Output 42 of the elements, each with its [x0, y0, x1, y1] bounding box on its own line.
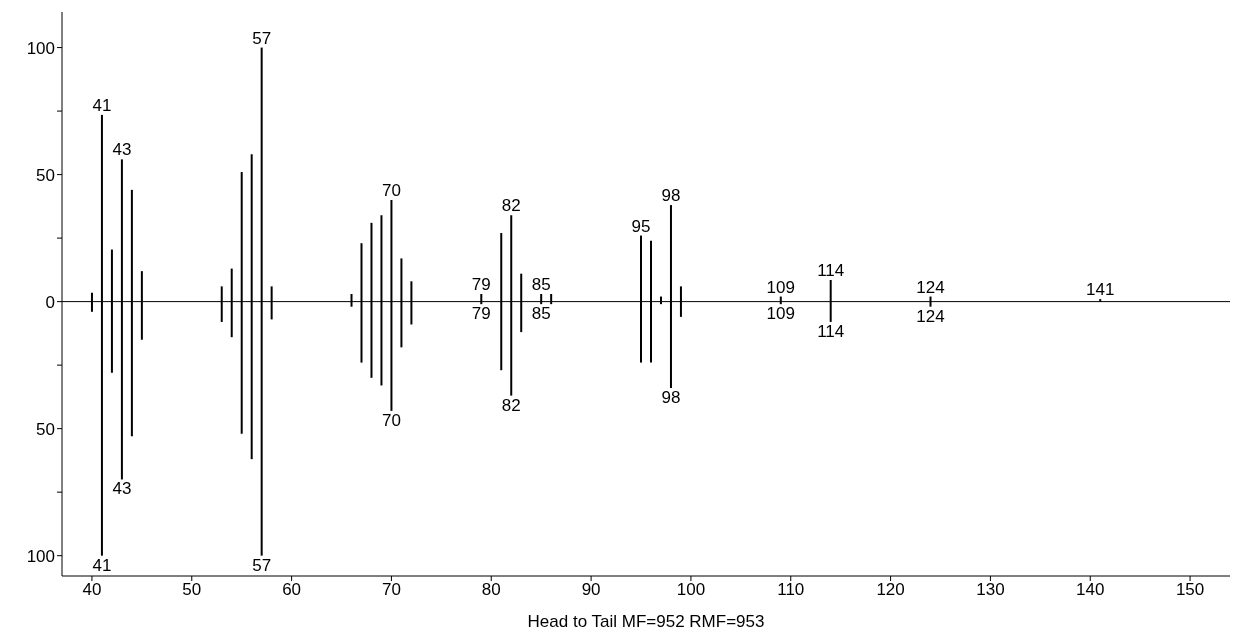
- x-tick-label: 110: [777, 580, 805, 600]
- x-tick-label: 90: [581, 580, 601, 600]
- annotation: 43: [112, 479, 132, 499]
- annotation: 41: [92, 95, 112, 115]
- annotation: 95: [631, 216, 651, 236]
- annotation: 70: [381, 410, 401, 430]
- x-tick-label: 70: [381, 580, 401, 600]
- x-tick-label: 60: [282, 580, 302, 600]
- annotation: 109: [766, 277, 795, 297]
- y-tick-label: 100: [26, 38, 55, 58]
- annotation: 85: [531, 304, 551, 324]
- annotation: 82: [501, 395, 521, 415]
- x-tick-label: 140: [1076, 580, 1105, 600]
- x-tick-label: 130: [976, 580, 1005, 600]
- annotation: 82: [501, 196, 521, 216]
- annotation: 109: [766, 304, 795, 324]
- annotation: 114: [817, 261, 845, 281]
- annotation: 114: [817, 321, 845, 341]
- x-axis-title: Head to Tail MF=952 RMF=953: [527, 612, 765, 631]
- y-tick-label: 50: [36, 419, 55, 439]
- annotation: 98: [661, 388, 681, 407]
- annotation: 124: [916, 277, 945, 297]
- annotation: 124: [916, 306, 945, 326]
- annotation: 141: [1086, 280, 1115, 300]
- annotation: 57: [252, 555, 272, 575]
- annotation: 70: [381, 181, 401, 200]
- annotation: 85: [531, 275, 551, 294]
- annotation: 57: [252, 28, 272, 48]
- annotation: 98: [661, 186, 681, 206]
- x-tick-label: 120: [876, 580, 905, 600]
- x-tick-label: 80: [481, 580, 501, 600]
- annotation: 43: [112, 140, 132, 160]
- annotation: 79: [471, 275, 491, 294]
- x-tick-label: 150: [1175, 580, 1205, 600]
- x-tick-label: 50: [182, 580, 202, 600]
- y-tick-label: 100: [26, 546, 55, 566]
- y-tick-label: 0: [45, 292, 55, 312]
- x-tick-label: 40: [82, 580, 102, 600]
- annotation: 79: [471, 304, 491, 324]
- x-tick-label: 100: [676, 580, 706, 600]
- annotation: 41: [92, 555, 112, 575]
- y-tick-label: 50: [36, 165, 55, 185]
